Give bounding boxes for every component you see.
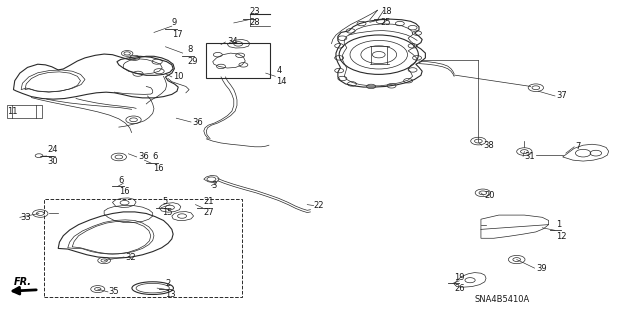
Text: 3: 3 xyxy=(211,181,217,190)
Text: 31: 31 xyxy=(524,152,535,161)
Text: 16: 16 xyxy=(153,164,163,173)
Text: 8: 8 xyxy=(188,45,193,55)
Text: 19: 19 xyxy=(454,273,465,282)
Text: 6: 6 xyxy=(119,176,124,185)
Text: 15: 15 xyxy=(163,208,173,217)
Text: 21: 21 xyxy=(204,197,214,206)
Text: 28: 28 xyxy=(250,19,260,27)
Text: 37: 37 xyxy=(556,92,567,100)
Text: 38: 38 xyxy=(483,141,493,150)
Text: 20: 20 xyxy=(484,190,495,200)
Text: 33: 33 xyxy=(20,213,31,222)
Text: 30: 30 xyxy=(47,157,58,166)
Text: 1: 1 xyxy=(556,220,561,229)
Text: 25: 25 xyxy=(381,19,391,27)
Text: 5: 5 xyxy=(163,197,168,206)
Text: 18: 18 xyxy=(381,7,391,16)
Text: 22: 22 xyxy=(314,201,324,210)
Text: 35: 35 xyxy=(108,287,118,296)
Text: 32: 32 xyxy=(125,253,136,262)
Text: 36: 36 xyxy=(192,117,203,127)
Text: 6: 6 xyxy=(153,152,158,161)
Text: 29: 29 xyxy=(188,56,198,65)
Text: 4: 4 xyxy=(276,66,282,75)
Text: 17: 17 xyxy=(172,30,182,39)
Text: 24: 24 xyxy=(47,145,58,154)
Text: 7: 7 xyxy=(575,142,581,151)
Text: 14: 14 xyxy=(276,77,287,86)
Text: 23: 23 xyxy=(250,7,260,16)
Text: 16: 16 xyxy=(119,187,129,197)
Text: FR.: FR. xyxy=(14,277,32,287)
Text: 36: 36 xyxy=(138,152,148,161)
Text: 11: 11 xyxy=(7,108,17,116)
Text: 9: 9 xyxy=(172,19,177,27)
Text: 2: 2 xyxy=(166,279,171,288)
Text: 34: 34 xyxy=(227,38,238,47)
Text: 27: 27 xyxy=(204,208,214,217)
Text: 12: 12 xyxy=(556,232,567,241)
Text: 13: 13 xyxy=(166,290,176,299)
Text: SNA4B5410A: SNA4B5410A xyxy=(474,295,530,304)
Text: 10: 10 xyxy=(173,72,184,81)
Text: 26: 26 xyxy=(454,284,465,293)
Text: 39: 39 xyxy=(536,263,547,273)
